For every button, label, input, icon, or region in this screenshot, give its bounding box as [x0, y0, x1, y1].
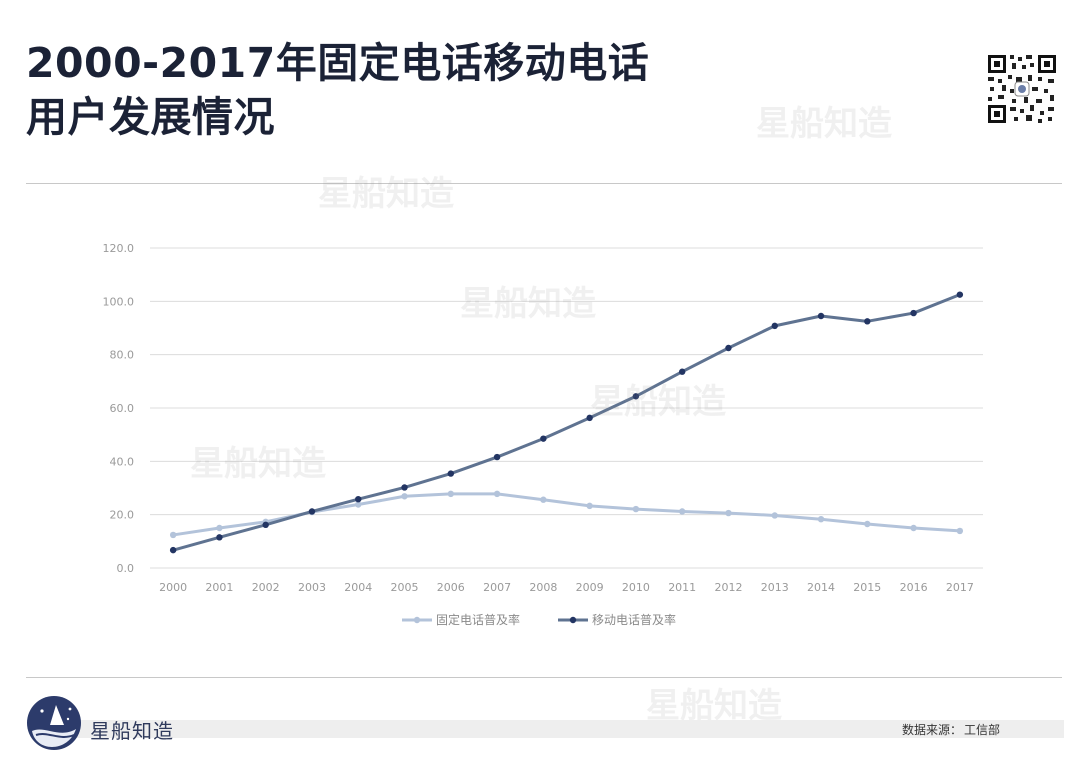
mobile-line-point: [216, 534, 223, 541]
fixed-line-point: [956, 527, 964, 535]
x-tick-label: 2012: [714, 581, 742, 594]
brand-name: 星船知造: [90, 719, 174, 743]
x-tick-label: 2013: [761, 581, 789, 594]
legend-marker: [413, 616, 421, 624]
mobile-line-point: [493, 453, 501, 461]
mobile-line-point: [169, 546, 177, 554]
mobile-line-point: [956, 291, 964, 298]
page-title: 2000-2017年固定电话移动电话 用户发展情况: [26, 36, 786, 144]
bottom-divider: [26, 677, 1062, 678]
fixed-line-point: [771, 512, 778, 519]
title-line-1: 2000-2017年固定电话移动电话: [26, 39, 650, 87]
mobile-line-point: [864, 318, 871, 325]
x-tick-label: 2010: [622, 581, 650, 594]
x-tick-label: 2017: [946, 581, 974, 594]
y-tick-label: 80.0: [110, 349, 135, 362]
x-tick-label: 2003: [298, 581, 326, 594]
mobile-line-point: [447, 470, 455, 477]
fixed-line-point: [401, 493, 408, 500]
fixed-line-point: [725, 509, 732, 517]
x-tick-label: 2007: [483, 581, 511, 594]
x-tick-label: 2005: [391, 581, 419, 594]
mobile-line-point: [586, 414, 593, 422]
mobile-line-point: [355, 496, 362, 503]
y-tick-label: 40.0: [110, 455, 135, 468]
legend-marker: [569, 616, 577, 624]
fixed-line-point: [355, 501, 362, 508]
source-label: 数据来源：: [902, 723, 963, 737]
x-tick-label: 2006: [437, 581, 465, 594]
x-tick-label: 2004: [344, 581, 372, 594]
fixed-line-point: [910, 524, 917, 532]
mobile-line-point: [308, 508, 316, 515]
legend-label: 固定电话普及率: [436, 612, 520, 627]
y-tick-label: 60.0: [110, 402, 135, 415]
x-tick-label: 2009: [576, 581, 604, 594]
x-tick-label: 2001: [205, 581, 233, 594]
fixed-line-point: [586, 502, 593, 510]
mobile-line-point: [725, 344, 732, 352]
fixed-line-point: [678, 508, 686, 515]
mobile-line-point: [771, 322, 778, 330]
fixed-line-point: [817, 516, 825, 523]
x-tick-label: 2002: [252, 581, 280, 594]
y-tick-label: 100.0: [103, 295, 135, 308]
mobile-line-series: [171, 293, 962, 552]
y-tick-label: 120.0: [103, 242, 135, 255]
fixed-line-point: [169, 531, 177, 539]
mobile-line-point: [632, 393, 640, 400]
source-value: 工信部: [964, 723, 1001, 737]
x-tick-label: 2016: [900, 581, 928, 594]
x-tick-label: 2011: [668, 581, 696, 594]
footer-bar: [70, 720, 1064, 738]
mobile-line-point: [817, 312, 825, 320]
data-source: 数据来源： 工信部: [902, 721, 1002, 738]
brand-logo-icon: [27, 696, 81, 750]
qr-code-icon: [986, 53, 1058, 125]
mobile-line-point: [910, 309, 917, 317]
mobile-line-point: [678, 368, 686, 375]
x-tick-label: 2014: [807, 581, 835, 594]
mobile-line-point: [401, 484, 408, 491]
y-tick-label: 0.0: [117, 562, 135, 575]
top-divider: [26, 183, 1062, 184]
y-tick-label: 20.0: [110, 509, 135, 522]
mobile-line-point: [262, 521, 269, 528]
fixed-line-point: [447, 490, 455, 498]
x-tick-label: 2008: [529, 581, 557, 594]
x-tick-label: 2000: [159, 581, 187, 594]
fixed-line-point: [632, 505, 640, 513]
mobile-line-point: [540, 435, 547, 442]
legend-label: 移动电话普及率: [592, 612, 676, 627]
fixed-line-point: [864, 520, 871, 528]
fixed-line-point: [216, 524, 223, 532]
fixed-line-point: [540, 496, 547, 503]
x-tick-label: 2015: [853, 581, 881, 594]
title-line-2: 用户发展情况: [26, 93, 275, 141]
fixed-line-point: [493, 490, 501, 498]
